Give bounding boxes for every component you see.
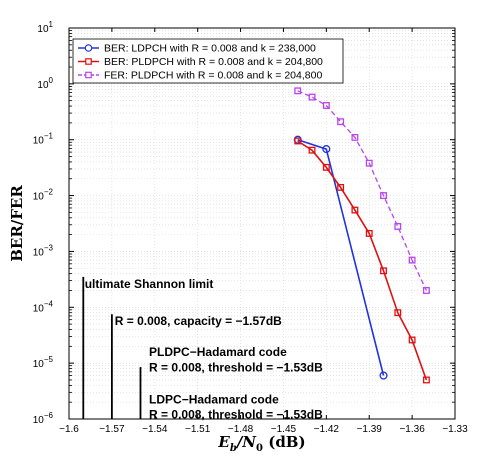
y-tick-label: 100	[37, 76, 53, 91]
x-tick-label: −1.57	[99, 424, 125, 435]
y-tick-label: 10−5	[33, 355, 54, 370]
legend-marker	[84, 44, 93, 52]
data-point	[422, 376, 430, 384]
annotation-text: LDPC−Hadamard code	[149, 392, 279, 406]
data-point	[351, 206, 359, 214]
annotation-text: R = 0.008, capacity = −1.57dB	[115, 314, 282, 328]
x-axis-label: Eb/N0 (dB)	[217, 433, 305, 454]
legend-entry: FER: PLDPCH with R = 0.008 and k = 204,8…	[104, 70, 322, 82]
x-tick-label: −1.51	[185, 424, 211, 435]
data-point	[294, 87, 302, 95]
data-point	[380, 192, 387, 200]
grid	[68, 27, 456, 420]
data-point	[380, 267, 387, 275]
y-tick-label: 10−2	[33, 188, 54, 203]
data-point	[337, 118, 345, 126]
legend-entry: BER: LDPCH with R = 0.008 and k = 238,00…	[104, 43, 316, 55]
x-tick-label: −1.45	[271, 424, 297, 435]
plot-frame	[68, 27, 456, 420]
x-tick-label: −1.36	[399, 424, 425, 435]
data-point	[308, 146, 316, 154]
data-point	[308, 93, 316, 101]
annotations: ultimate Shannon limit R = 0.008, capacit…	[85, 277, 323, 421]
data-point	[408, 336, 416, 344]
y-tick-label: 101	[37, 20, 53, 35]
data-point	[322, 163, 330, 171]
annotation-text: PLDPC−Hadamard code	[149, 345, 287, 359]
y-tick-label: 10−1	[33, 132, 54, 147]
data-point	[322, 102, 330, 109]
series-layer	[293, 87, 430, 384]
series-line-3	[297, 90, 427, 291]
legend-entry: BER: PLDPCH with R = 0.008 and k = 204,8…	[104, 56, 323, 68]
series-line-2	[297, 140, 428, 381]
data-point	[394, 223, 402, 230]
data-point	[422, 287, 430, 294]
x-tick-label: −1.54	[142, 424, 168, 435]
y-tick-label: 10−4	[33, 299, 54, 314]
y-tick-label: 10−6	[33, 411, 54, 426]
legend-box	[72, 38, 344, 84]
x-tick-label: −1.6	[59, 424, 79, 435]
data-point	[394, 309, 402, 317]
x-tick-label: −1.39	[357, 424, 383, 435]
legend: BER: LDPCH with R = 0.008 and k = 238,00…	[72, 38, 344, 84]
data-point	[365, 159, 373, 167]
data-point	[294, 137, 302, 145]
data-point	[351, 133, 359, 141]
data-point	[337, 183, 345, 191]
legend-marker	[85, 71, 92, 79]
y-axis-label: BER/FER	[8, 185, 26, 262]
annotation-text: ultimate Shannon limit	[85, 277, 214, 291]
x-tick-label: −1.48	[228, 424, 254, 435]
y-tick-label: 10−3	[33, 243, 54, 258]
axis-ticks: −1.6 −1.57 −1.54 −1.51 −1.48 −1.45 −1.42 −1.39 −…	[33, 20, 468, 435]
annotation-text: R = 0.008, threshold = −1.53dB	[149, 407, 323, 421]
x-tick-label: −1.33	[442, 424, 468, 435]
annotation-text: R = 0.008, threshold = −1.53dB	[149, 360, 323, 374]
series-line-1	[297, 138, 385, 376]
data-point	[322, 145, 331, 154]
data-point	[365, 229, 373, 237]
limit-lines	[82, 276, 142, 419]
x-tick-label: −1.42	[314, 424, 340, 435]
legend-marker	[85, 58, 92, 65]
data-point	[408, 256, 416, 264]
data-point	[379, 371, 388, 380]
